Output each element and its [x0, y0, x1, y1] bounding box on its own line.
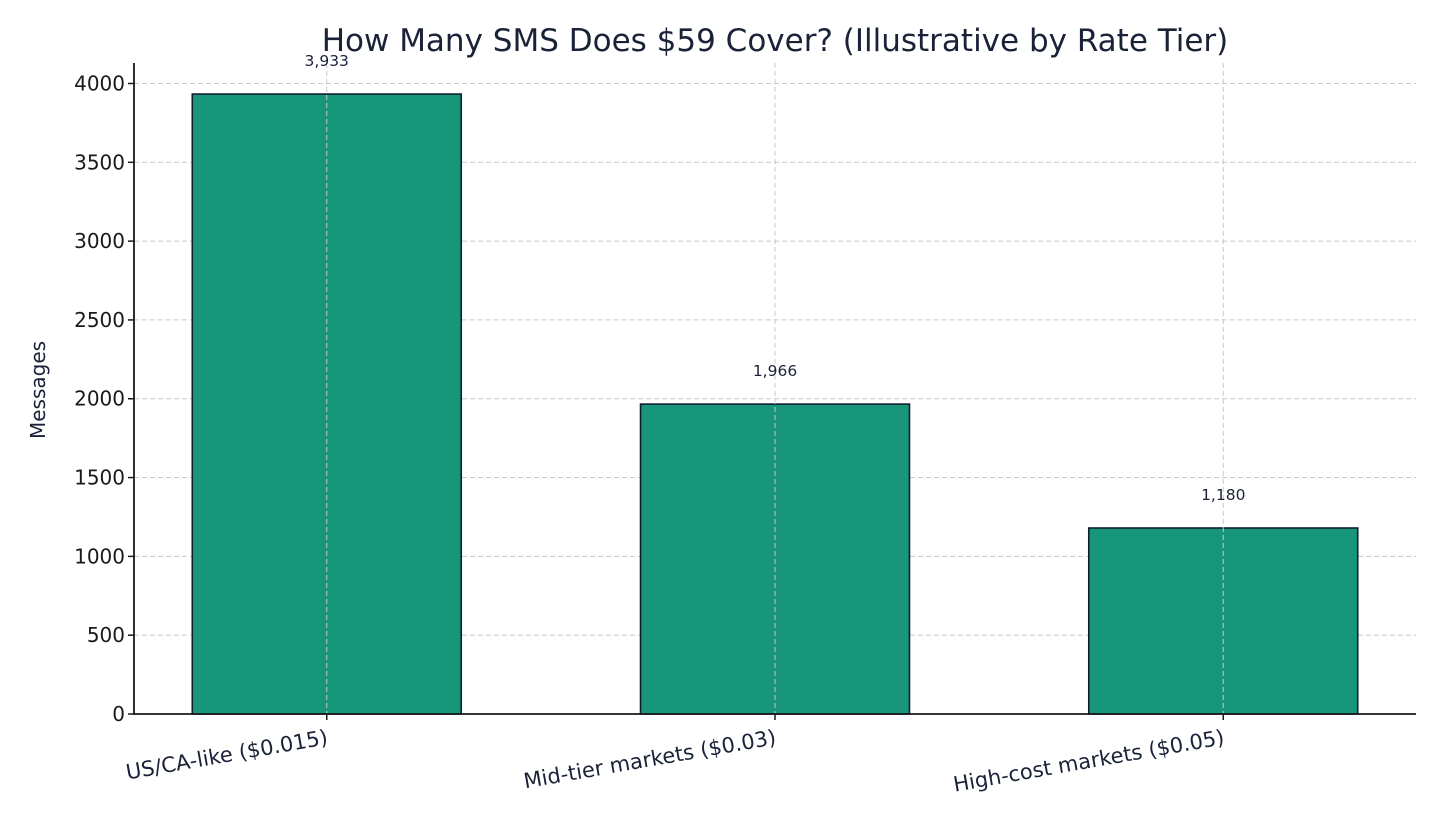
y-tick-label: 500 [87, 623, 125, 647]
vertical-gridlines [326, 63, 1224, 714]
y-tick-label: 1000 [74, 544, 125, 568]
y-tick-label: 3500 [74, 150, 125, 174]
chart-title: How Many SMS Does $59 Cover? (Illustrati… [322, 23, 1229, 59]
axes [128, 63, 1416, 720]
y-tick-label: 1500 [74, 466, 125, 490]
y-tick-label: 2500 [74, 308, 125, 332]
data-label: 1,180 [1201, 486, 1245, 504]
y-tick-label: 3000 [74, 229, 125, 253]
y-axis-label: Messages [26, 341, 50, 439]
data-label: 1,966 [753, 362, 797, 380]
x-tick-label: High-cost markets ($0.05) [951, 725, 1226, 796]
y-tick-label: 0 [112, 702, 125, 726]
x-tick-label: Mid-tier markets ($0.03) [522, 725, 778, 793]
y-tick-label: 4000 [74, 71, 125, 95]
data-label: 3,933 [305, 52, 349, 70]
y-tick-label: 2000 [74, 387, 125, 411]
x-tick-label: US/CA-like ($0.015) [124, 725, 330, 784]
